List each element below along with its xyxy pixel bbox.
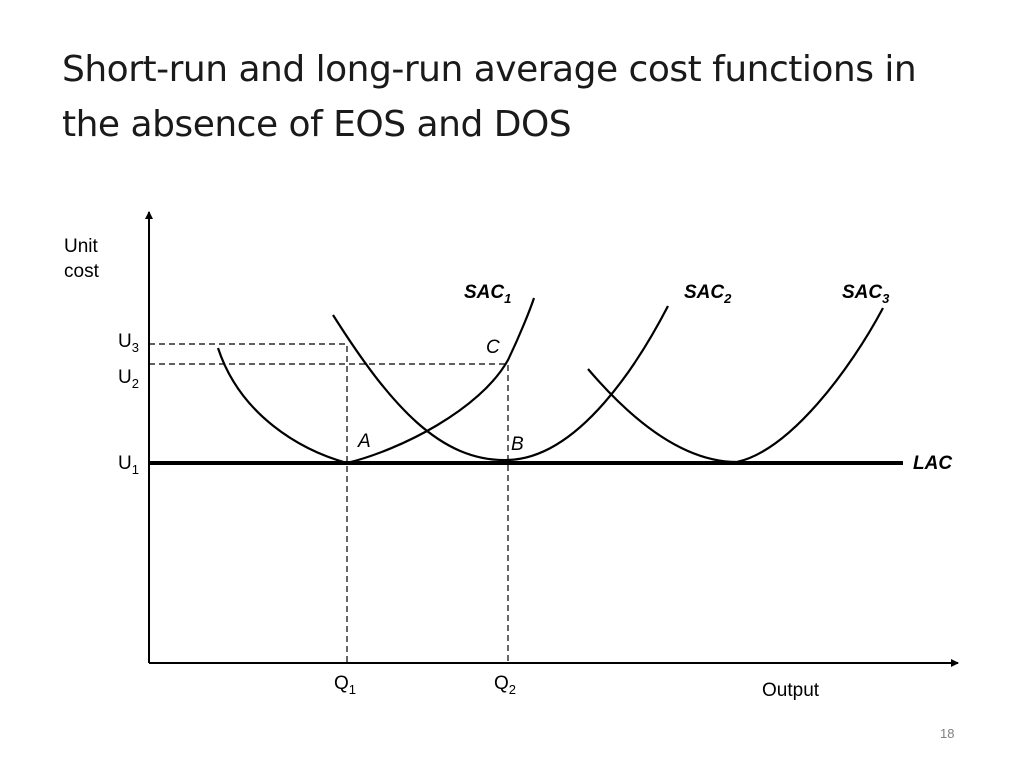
sac1-curve: [216, 297, 536, 465]
point-a-label: A: [357, 431, 371, 452]
lac-label: LAC: [913, 453, 952, 474]
y-tick-u2: U2: [118, 367, 139, 391]
y-tick-u2-sub: 2: [132, 376, 139, 391]
y-tick-u1-base: U: [118, 453, 132, 474]
page-number: 18: [940, 726, 955, 741]
y-tick-u1-sub: 1: [132, 462, 139, 477]
y-tick-u3: U3: [118, 331, 139, 355]
sac3-label-sub: 3: [882, 291, 890, 306]
x-tick-q1-base: Q: [334, 673, 349, 694]
x-tick-q2-base: Q: [494, 673, 509, 694]
sac1-label: SAC1: [464, 282, 511, 306]
point-b-label: B: [511, 434, 524, 455]
guide-u3-q1: [149, 343, 348, 663]
sac2-label-base: SAC: [684, 282, 724, 303]
y-tick-u2-base: U: [118, 367, 132, 388]
sac2-label: SAC2: [684, 282, 732, 306]
guide-u2-q2: [149, 363, 509, 663]
x-tick-q2: Q2: [494, 673, 516, 697]
x-tick-q1: Q1: [334, 673, 356, 697]
x-axis-label: Output: [762, 680, 820, 701]
sac2-label-sub: 2: [723, 291, 732, 306]
sac3-label-base: SAC: [842, 282, 882, 303]
y-tick-u3-base: U: [118, 331, 132, 352]
x-tick-q1-sub: 1: [349, 682, 356, 697]
sac3-label: SAC3: [842, 282, 890, 306]
y-tick-u1: U1: [118, 453, 139, 477]
sac1-label-sub: 1: [504, 291, 511, 306]
sac3-curve: [587, 307, 884, 464]
y-axis-label-line-1: Unit: [64, 236, 99, 257]
sac2-curve: [332, 305, 669, 462]
y-axis-label-line-2: cost: [64, 261, 100, 282]
x-tick-q2-sub: 2: [509, 682, 516, 697]
point-c-label: C: [486, 337, 500, 358]
y-tick-u3-sub: 3: [132, 340, 139, 355]
sac1-label-base: SAC: [464, 282, 504, 303]
slide-title: Short-run and long-run average cost func…: [62, 49, 917, 145]
